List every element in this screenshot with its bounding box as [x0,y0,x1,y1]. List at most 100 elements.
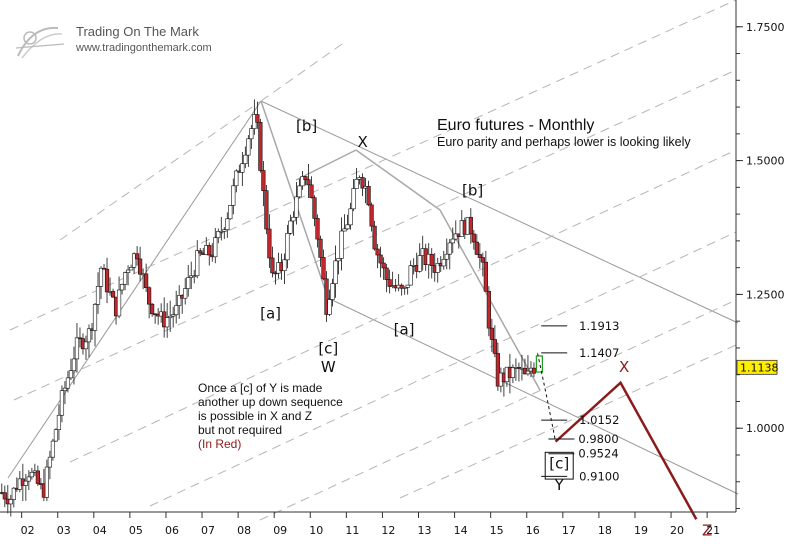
candle [441,258,446,267]
candle [98,267,104,287]
candle [225,218,230,230]
candle [417,255,422,272]
candle [480,257,485,263]
candle [255,114,260,123]
x-tick-label: 05 [129,524,143,537]
candle [261,170,266,191]
x-tick-label: 14 [454,524,468,537]
candle [198,250,203,254]
candle [516,367,522,369]
candle [270,257,275,274]
logo-icon [12,22,68,62]
candle [128,267,134,271]
candle [195,250,200,277]
candle [2,492,7,500]
candle [56,414,62,431]
candle [336,258,341,262]
candle [177,295,182,306]
candle [444,253,449,260]
dashed-channel-line [59,100,262,241]
candle [207,245,212,256]
wave-label: [a] [394,321,415,339]
wave-label: [b] [462,181,483,199]
x-tick-label: 08 [237,524,251,537]
candle [321,257,326,280]
channel-line [327,297,739,495]
candle [372,225,377,250]
candle [408,265,413,286]
c-label-box [544,451,574,480]
candle [348,208,353,226]
last-price-label: 1.1138 [740,361,779,374]
candle [165,317,170,328]
candle [183,288,188,299]
candle [134,253,140,260]
candle [219,230,224,233]
candle [474,241,479,255]
channel-lines [7,0,739,521]
candle [26,476,31,482]
dashed-channel-line [260,41,346,102]
red-projection-path [554,380,698,520]
y-tick-label: 1.2500 [746,288,785,301]
candle [222,229,227,232]
x-tick-label: 09 [273,524,287,537]
x-tick-label: 11 [345,524,359,537]
dashed-channel-line [399,344,737,499]
wave-line [295,149,357,181]
candle [285,233,290,261]
candle [300,176,305,187]
candle [71,358,77,372]
note-line: Once a [c] of Y is made [198,381,323,395]
candle [74,337,80,360]
candle [297,185,302,198]
candle [492,339,497,354]
candle [92,304,98,331]
candle [243,154,248,165]
last-price-box [736,359,778,375]
axes: 1.7500 1.5000 1.2500 1.0000 1.1138 02 03 04 05 06… [0,0,785,537]
candle [327,299,332,315]
candle [345,224,350,230]
candle [116,289,122,317]
wave-label: X [619,358,629,376]
y-tick-label: 1.0000 [746,422,785,435]
candle [50,440,56,458]
x-tick-label: 03 [57,524,71,537]
candle [258,121,263,171]
wave-label: Y [554,476,565,494]
candle [101,267,107,270]
x-tick-label: 12 [381,524,395,537]
candle [324,278,329,315]
candle [486,291,491,329]
candle [294,196,299,218]
candle [86,328,92,343]
x-tick-label: 17 [562,524,576,537]
candle [399,284,404,289]
candle [53,429,59,442]
candle [234,170,239,187]
x-tick-label: 10 [309,524,323,537]
candle [303,176,308,180]
candle [59,390,65,416]
y-tick-label: 1.5000 [746,155,785,168]
x-tick-label: 20 [670,524,684,537]
channel-line [7,100,262,479]
candle [125,269,131,273]
candle [150,303,155,315]
candle [351,188,356,210]
candle [309,184,314,199]
wave-label: [c] [318,339,338,357]
candle [83,341,89,350]
candle [267,228,272,259]
candle [186,277,191,289]
brand-name: Trading On The Mark [76,24,199,39]
candle [231,185,236,206]
candle [288,220,293,234]
candle [306,179,311,186]
candle [381,262,386,269]
candle [104,268,110,293]
candle [171,314,176,317]
level-label: 1.1407 [579,346,619,360]
